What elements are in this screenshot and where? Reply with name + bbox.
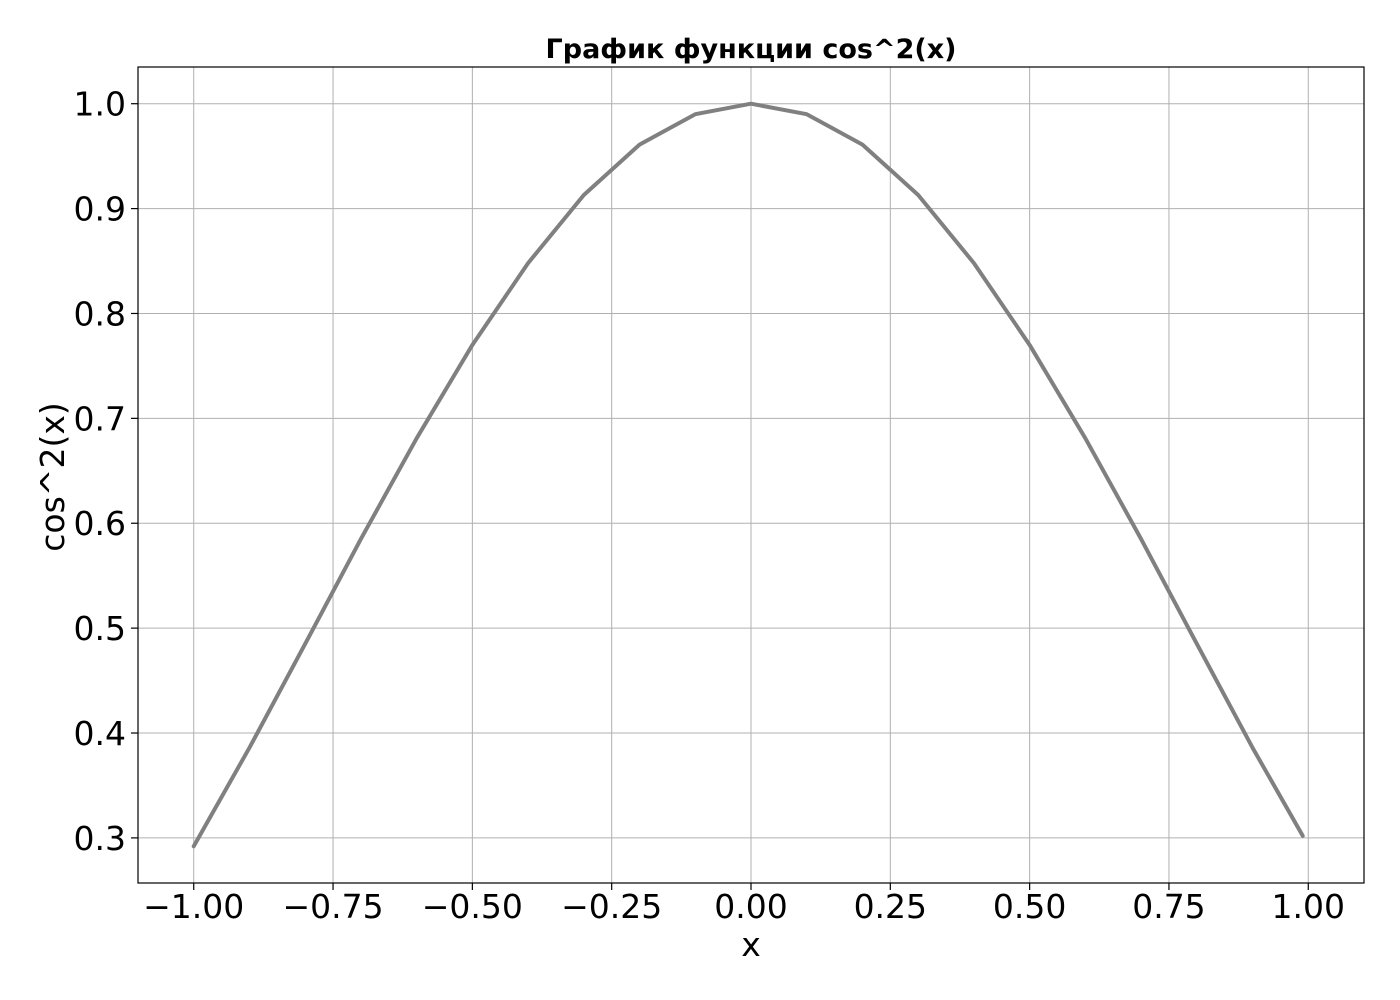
grid — [138, 67, 1364, 883]
y-axis-label: cos^2(x) — [33, 402, 72, 551]
plot-area — [191, 101, 1305, 849]
x-axis-label: x — [741, 925, 761, 964]
x-tick-label: −0.50 — [422, 887, 523, 926]
y-tick-label: 0.9 — [74, 190, 126, 229]
y-tick-label: 0.3 — [74, 819, 126, 858]
y-tick-label: 0.8 — [74, 294, 126, 333]
y-axis-ticks: 0.3 0.4 0.5 0.6 0.7 0.8 0.9 1.0 — [74, 85, 138, 858]
x-tick-label: 1.00 — [1272, 887, 1345, 926]
x-tick-label: −0.75 — [282, 887, 383, 926]
x-tick-label: −0.25 — [561, 887, 662, 926]
y-tick-label: 0.5 — [74, 609, 126, 648]
y-tick-label: 0.4 — [74, 714, 126, 753]
y-tick-label: 0.7 — [74, 399, 126, 438]
series-line — [191, 101, 1305, 849]
x-tick-label: 0.25 — [854, 887, 927, 926]
x-tick-label: 0.75 — [1132, 887, 1205, 926]
x-tick-label: −1.00 — [143, 887, 244, 926]
y-tick-label: 0.6 — [74, 504, 126, 543]
chart-title: График функции cos^2(x) — [546, 34, 957, 65]
x-tick-label: 0.50 — [993, 887, 1066, 926]
y-tick-label: 1.0 — [74, 85, 126, 124]
x-tick-label: 0.00 — [714, 887, 787, 926]
x-axis-ticks: −1.00 −0.75 −0.50 −0.25 0.00 0.25 0.50 0.75 1.00 — [143, 883, 1345, 926]
